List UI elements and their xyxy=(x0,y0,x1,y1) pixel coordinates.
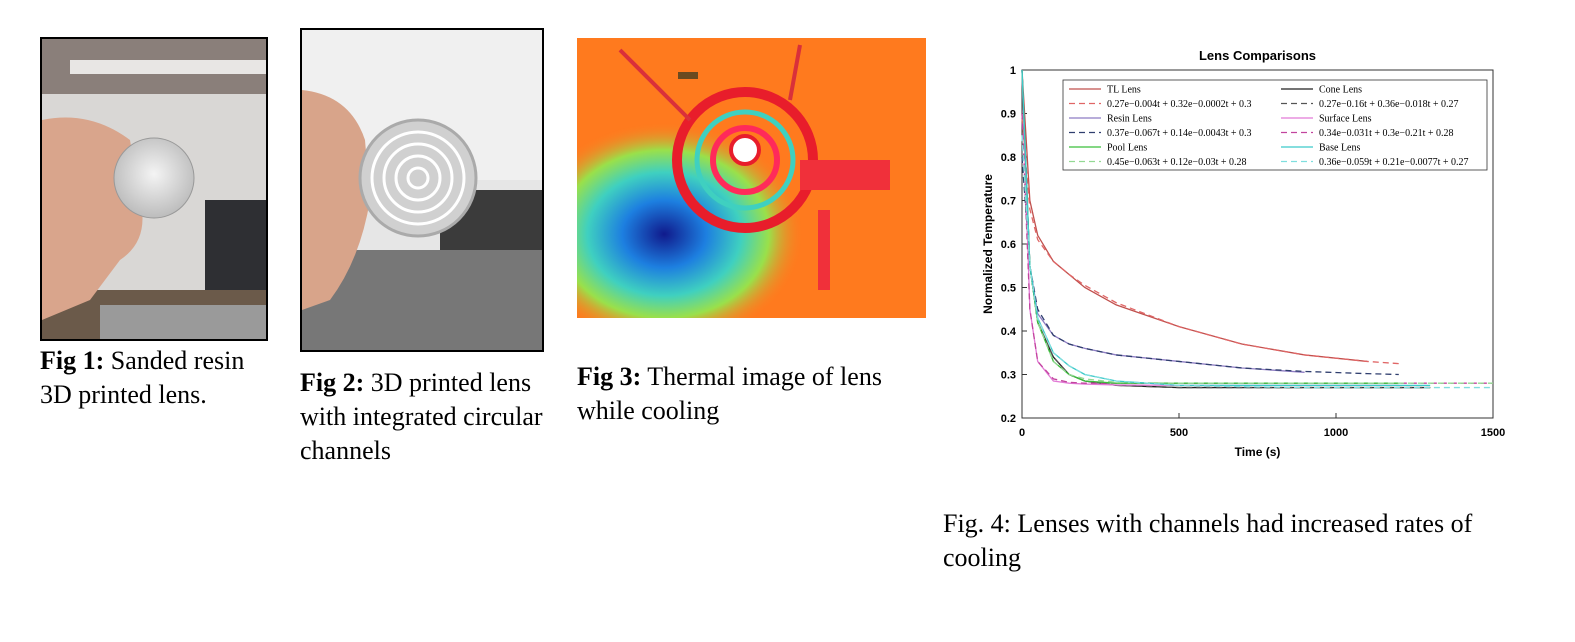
y-tick-label: 0.9 xyxy=(1001,109,1016,121)
x-tick-label: 1000 xyxy=(1324,427,1348,439)
legend-label: Pool Lens xyxy=(1107,143,1147,154)
x-axis-label: Time (s) xyxy=(1235,445,1281,459)
caption-3: Fig 3: Thermal image of lens while cooli… xyxy=(577,360,907,428)
legend-label: Surface Lens xyxy=(1319,114,1372,125)
chart-caption: Fig. 4: Lenses with channels had increas… xyxy=(943,509,1473,572)
legend-label: 0.27e−0.16t + 0.36e−0.018t + 0.27 xyxy=(1319,99,1459,110)
y-tick-label: 0.5 xyxy=(1001,283,1016,295)
thermal-image xyxy=(577,38,926,318)
legend-label: 0.45e−0.063t + 0.12e−0.03t + 0.28 xyxy=(1107,157,1247,168)
series-line xyxy=(1021,135,1493,389)
legend-box xyxy=(1062,79,1488,171)
x-tick-label: 0 xyxy=(1019,427,1025,439)
legend-label: Base Lens xyxy=(1319,143,1360,154)
photo-2 xyxy=(300,28,544,352)
series-line xyxy=(1021,117,1399,365)
y-tick-label: 0.8 xyxy=(1001,152,1016,164)
series-line xyxy=(1021,69,1368,363)
y-axis-label: Normalized Temperature xyxy=(981,174,995,314)
caption-label: Fig 1: xyxy=(40,346,105,375)
chart-title: Lens Comparisons xyxy=(1199,48,1316,63)
x-tick-label: 500 xyxy=(1170,427,1188,439)
caption-text: 3D printed lens with integrated circular… xyxy=(300,368,543,465)
caption-label: Fig 2: xyxy=(300,368,365,397)
caption-label: Fig 3: xyxy=(577,362,642,391)
legend-label: 0.34e−0.031t + 0.3e−0.21t + 0.28 xyxy=(1319,128,1454,139)
photo-1 xyxy=(40,37,268,341)
caption-1: Fig 1: Sanded resin 3D printed lens. xyxy=(40,344,255,412)
y-tick-label: 1 xyxy=(1010,65,1016,77)
y-tick-label: 0.4 xyxy=(1001,326,1017,338)
legend-label: 0.27e−0.004t + 0.32e−0.0002t + 0.3 xyxy=(1107,99,1252,110)
caption-text: Thermal image of lens while cooling xyxy=(577,362,882,425)
legend-label: TL Lens xyxy=(1107,85,1141,96)
y-tick-label: 0.3 xyxy=(1001,370,1016,382)
legend-label: Cone Lens xyxy=(1319,85,1362,96)
caption-2: Fig 2: 3D printed lens with integrated c… xyxy=(300,366,550,468)
x-tick-label: 1500 xyxy=(1481,427,1505,439)
line-chart: Lens Comparisons Time (s) Normalized Tempe… xyxy=(981,48,1505,459)
series-line xyxy=(1021,135,1493,384)
y-tick-label: 0.6 xyxy=(1001,239,1016,251)
legend-label: 0.36e−0.059t + 0.21e−0.0077t + 0.27 xyxy=(1319,157,1469,168)
legend-label: Resin Lens xyxy=(1107,114,1152,125)
caption-text: Sanded resin 3D printed lens. xyxy=(40,346,245,409)
series-line xyxy=(1021,156,1399,376)
legend-label: 0.37e−0.067t + 0.14e−0.0043t + 0.3 xyxy=(1107,128,1252,139)
y-tick-label: 0.7 xyxy=(1001,196,1016,208)
y-tick-label: 0.2 xyxy=(1001,413,1016,425)
